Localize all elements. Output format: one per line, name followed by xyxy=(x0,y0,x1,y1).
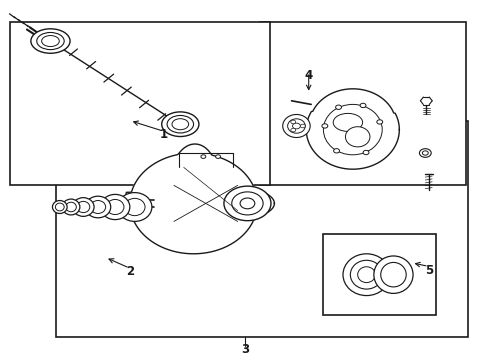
Circle shape xyxy=(293,123,300,129)
Circle shape xyxy=(300,124,305,128)
Text: 2: 2 xyxy=(126,265,134,278)
Ellipse shape xyxy=(100,194,130,220)
Ellipse shape xyxy=(106,199,124,215)
Ellipse shape xyxy=(232,192,263,215)
Ellipse shape xyxy=(77,201,90,213)
Circle shape xyxy=(363,150,369,155)
Circle shape xyxy=(334,149,340,153)
Ellipse shape xyxy=(124,198,145,216)
Ellipse shape xyxy=(333,113,363,131)
Ellipse shape xyxy=(343,254,390,296)
Ellipse shape xyxy=(162,112,199,136)
Ellipse shape xyxy=(345,127,370,147)
Ellipse shape xyxy=(131,198,143,209)
Ellipse shape xyxy=(52,201,67,213)
Ellipse shape xyxy=(381,262,406,287)
Ellipse shape xyxy=(374,256,413,293)
Ellipse shape xyxy=(323,104,382,155)
Circle shape xyxy=(422,151,428,155)
Ellipse shape xyxy=(283,114,310,138)
Ellipse shape xyxy=(224,186,271,221)
Ellipse shape xyxy=(167,116,194,133)
Bar xyxy=(56,121,468,337)
Ellipse shape xyxy=(118,193,152,221)
Ellipse shape xyxy=(62,199,80,215)
Ellipse shape xyxy=(350,260,383,289)
Ellipse shape xyxy=(172,119,189,130)
Ellipse shape xyxy=(42,36,59,46)
Text: 5: 5 xyxy=(425,264,433,276)
Polygon shape xyxy=(125,144,274,254)
Bar xyxy=(323,234,436,315)
Ellipse shape xyxy=(73,198,94,216)
Circle shape xyxy=(216,155,220,158)
Circle shape xyxy=(322,124,328,128)
Ellipse shape xyxy=(37,32,64,50)
Text: 3: 3 xyxy=(241,343,249,356)
Ellipse shape xyxy=(66,202,76,212)
Ellipse shape xyxy=(240,198,255,209)
Bar xyxy=(260,22,465,185)
Ellipse shape xyxy=(31,29,70,53)
Text: 1: 1 xyxy=(160,129,168,141)
Circle shape xyxy=(291,128,296,132)
Bar xyxy=(10,22,270,185)
Text: 4: 4 xyxy=(305,69,313,82)
Circle shape xyxy=(291,120,296,124)
Circle shape xyxy=(360,103,366,108)
Ellipse shape xyxy=(90,201,106,213)
Polygon shape xyxy=(306,89,399,169)
Circle shape xyxy=(377,120,383,124)
Ellipse shape xyxy=(288,119,305,133)
Circle shape xyxy=(336,105,342,109)
Circle shape xyxy=(419,149,431,157)
Ellipse shape xyxy=(358,267,375,283)
Ellipse shape xyxy=(55,203,64,211)
Ellipse shape xyxy=(85,196,111,218)
Circle shape xyxy=(201,155,206,158)
